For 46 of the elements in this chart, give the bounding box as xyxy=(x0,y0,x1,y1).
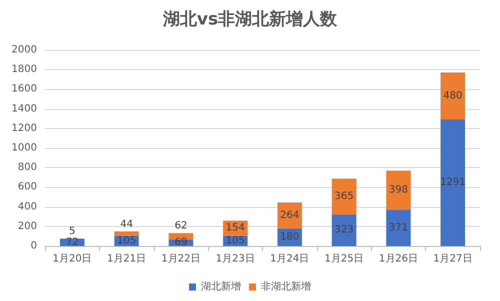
bar xyxy=(168,233,194,240)
data-label: 371 xyxy=(388,222,408,234)
bar xyxy=(332,178,356,214)
y-tick-label: 1800 xyxy=(12,64,37,76)
data-label: 72 xyxy=(66,236,79,248)
x-tick-label: 1月23日 xyxy=(216,254,255,264)
y-tick-label: 600 xyxy=(18,182,37,193)
y-tick-label: 1400 xyxy=(12,103,37,114)
bar xyxy=(440,119,466,246)
data-label: 62 xyxy=(174,220,188,232)
data-label: 180 xyxy=(280,232,300,243)
data-label: 154 xyxy=(226,222,245,234)
bar xyxy=(332,214,356,246)
data-label: 365 xyxy=(334,190,354,202)
data-label: 44 xyxy=(120,218,133,230)
data-label: 323 xyxy=(334,224,354,236)
x-tick-label: 1月22日 xyxy=(161,254,200,264)
x-tick-label: 1月26日 xyxy=(378,254,418,264)
y-tick-label: 200 xyxy=(18,220,37,232)
bar xyxy=(114,231,139,236)
y-tick-label: 800 xyxy=(18,162,37,174)
data-label: 69 xyxy=(174,237,188,248)
data-label: 1291 xyxy=(440,177,466,188)
y-tick-label: 2000 xyxy=(12,44,37,56)
x-tick-label: 1月20日 xyxy=(52,254,92,264)
bar xyxy=(440,72,466,120)
data-label: 480 xyxy=(443,90,462,102)
bar xyxy=(386,210,411,246)
data-label: 398 xyxy=(388,184,408,196)
x-tick-label: 1月25日 xyxy=(324,254,364,264)
y-tick-label: 400 xyxy=(18,201,37,212)
legend-label: 湖北新增 xyxy=(201,280,241,292)
x-tick-label: 1月21日 xyxy=(107,254,146,264)
data-label: 105 xyxy=(117,235,136,246)
chart-title: 湖北vs非湖北新增人数 xyxy=(162,10,338,30)
data-label: 105 xyxy=(226,235,245,246)
data-label: 5 xyxy=(69,226,76,237)
y-tick-label: 0 xyxy=(30,240,37,252)
x-tick-label: 1月27日 xyxy=(433,254,472,264)
legend-label: 非湖北新增 xyxy=(261,280,311,292)
y-tick-label: 1600 xyxy=(12,84,37,95)
x-tick-label: 1月24日 xyxy=(270,254,310,264)
y-tick-label: 1200 xyxy=(12,122,37,134)
data-label: 264 xyxy=(280,210,300,221)
bar xyxy=(386,170,411,210)
y-tick-label: 1000 xyxy=(12,142,37,154)
